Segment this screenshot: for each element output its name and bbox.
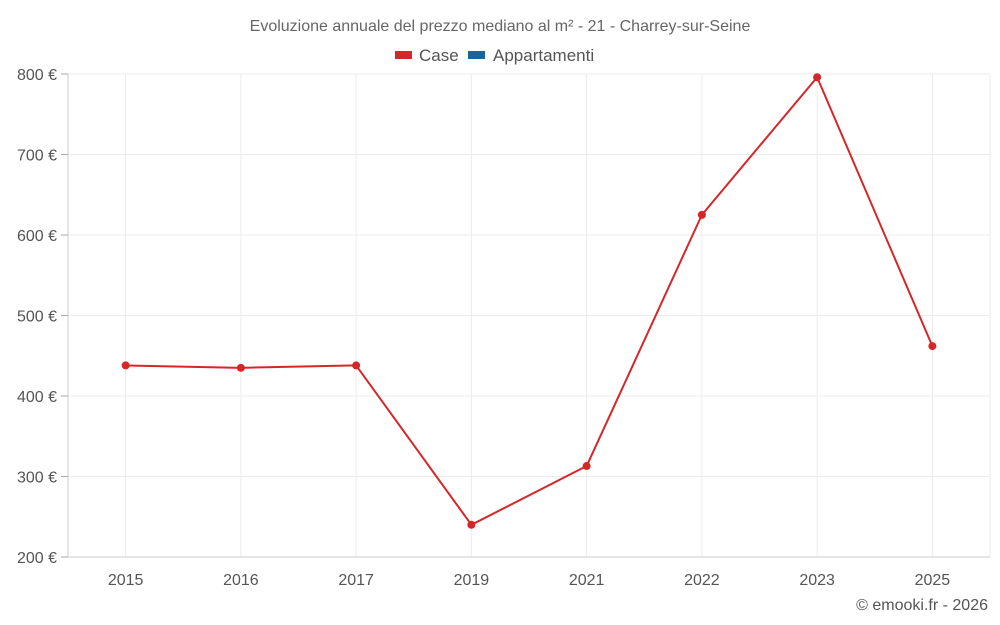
y-tick-label: 400 € — [17, 389, 57, 406]
data-point[interactable] — [236, 363, 245, 372]
x-tick-label: 2019 — [454, 572, 490, 589]
data-point[interactable] — [928, 342, 937, 351]
x-tick-label: 2017 — [338, 572, 374, 589]
series-case — [121, 73, 937, 529]
x-tick-label: 2025 — [915, 572, 951, 589]
y-tick-label: 200 € — [17, 550, 57, 567]
legend-label-appartamenti: Appartamenti — [493, 46, 594, 65]
y-tick-label: 500 € — [17, 309, 57, 326]
footer-credit: © emooki.fr - 2026 — [856, 597, 988, 614]
x-tick-label: 2023 — [799, 572, 835, 589]
y-tick-label: 300 € — [17, 470, 57, 487]
x-tick-label: 2015 — [108, 572, 144, 589]
grid-horizontal — [68, 73, 990, 477]
y-tick-label: 600 € — [17, 228, 57, 245]
data-point[interactable] — [121, 361, 130, 370]
chart-title: Evoluzione annuale del prezzo mediano al… — [250, 18, 751, 35]
legend-swatch-appartamenti — [468, 51, 485, 59]
legend-label-case: Case — [419, 46, 459, 65]
data-point[interactable] — [582, 462, 591, 471]
data-point[interactable] — [697, 210, 706, 219]
x-tick-label: 2021 — [569, 572, 605, 589]
x-axis-ticks: 2015 2016 2017 2019 2021 2022 2023 2025 — [108, 572, 950, 589]
y-tick-label: 700 € — [17, 148, 57, 165]
legend-item-appartamenti[interactable]: Appartamenti — [468, 46, 594, 65]
y-axis-ticks: 200 € 300 € 400 € 500 € 600 € 700 € 800 € — [17, 67, 68, 567]
series-line — [125, 76, 934, 526]
data-point[interactable] — [467, 520, 476, 529]
y-tick-label: 800 € — [17, 67, 57, 84]
legend-swatch-case — [395, 51, 412, 59]
x-tick-label: 2022 — [684, 572, 720, 589]
legend: Case Appartamenti — [395, 46, 594, 65]
x-tick-label: 2016 — [223, 572, 259, 589]
data-point[interactable] — [352, 361, 361, 370]
legend-item-case[interactable]: Case — [395, 46, 459, 65]
data-point[interactable] — [813, 73, 822, 82]
